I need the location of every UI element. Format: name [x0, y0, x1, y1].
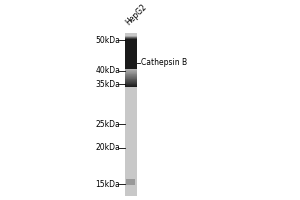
Bar	[124, 33, 136, 196]
Bar	[124, 70, 136, 71]
Bar	[126, 177, 135, 178]
Bar	[124, 39, 136, 69]
Bar	[126, 188, 135, 189]
Text: 35kDa: 35kDa	[95, 80, 120, 89]
Bar	[124, 73, 136, 74]
Text: 40kDa: 40kDa	[95, 66, 120, 75]
Bar	[124, 75, 136, 76]
Bar	[124, 79, 136, 80]
Bar	[126, 187, 135, 188]
Bar	[126, 176, 135, 177]
Bar	[126, 175, 135, 176]
Bar	[124, 36, 136, 37]
Bar	[124, 71, 136, 72]
Bar	[124, 76, 136, 77]
Bar	[124, 86, 136, 87]
Bar	[124, 83, 136, 84]
Bar	[124, 83, 136, 84]
Bar	[124, 69, 136, 70]
Bar	[124, 72, 136, 73]
Bar	[124, 85, 136, 86]
Text: 15kDa: 15kDa	[95, 180, 120, 189]
Bar	[126, 178, 135, 179]
Bar	[124, 38, 136, 39]
Text: Cathepsin B: Cathepsin B	[141, 58, 187, 67]
Text: HepG2: HepG2	[124, 2, 149, 27]
Bar	[124, 74, 136, 75]
Bar	[124, 82, 136, 83]
Bar	[126, 179, 135, 185]
Bar	[124, 82, 136, 83]
Bar	[124, 37, 136, 38]
Bar	[124, 78, 136, 79]
Bar	[124, 78, 136, 79]
Bar	[124, 77, 136, 78]
Bar	[124, 81, 136, 82]
Bar	[124, 73, 136, 74]
Bar	[126, 186, 135, 187]
Bar	[126, 185, 135, 186]
Bar	[124, 77, 136, 78]
Bar	[124, 69, 136, 70]
Text: 50kDa: 50kDa	[95, 36, 120, 45]
Bar	[124, 80, 136, 81]
Text: 25kDa: 25kDa	[95, 120, 120, 129]
Bar	[124, 84, 136, 85]
Text: 20kDa: 20kDa	[95, 143, 120, 152]
